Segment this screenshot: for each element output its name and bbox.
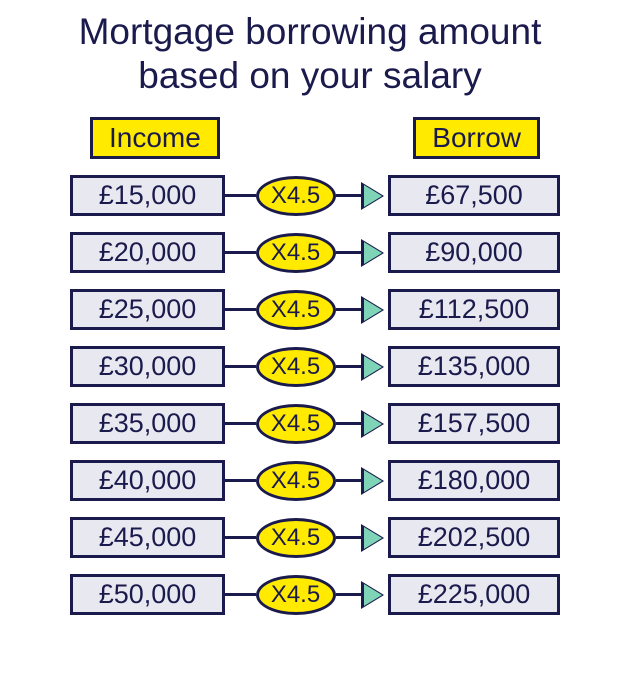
borrow-value: £112,500 — [388, 289, 560, 330]
income-value: £35,000 — [70, 403, 225, 444]
borrow-value: £180,000 — [388, 460, 560, 501]
arrow-right-icon — [364, 413, 382, 435]
arrow-right-icon — [364, 584, 382, 606]
connector: X4.5 — [225, 230, 388, 276]
connector: X4.5 — [225, 458, 388, 504]
connector: X4.5 — [225, 287, 388, 333]
arrow-right-icon — [364, 527, 382, 549]
income-value: £25,000 — [70, 289, 225, 330]
connector-line — [336, 365, 367, 368]
multiplier-badge: X4.5 — [256, 575, 336, 615]
connector: X4.5 — [225, 515, 388, 561]
column-headers: Income Borrow — [0, 117, 620, 159]
connector-line — [225, 593, 256, 596]
connector-line — [225, 308, 256, 311]
income-value: £45,000 — [70, 517, 225, 558]
connector: X4.5 — [225, 572, 388, 618]
data-row: £45,000 X4.5 £202,500 — [70, 515, 560, 561]
data-row: £15,000 X4.5 £67,500 — [70, 173, 560, 219]
income-value: £20,000 — [70, 232, 225, 273]
arrow-right-icon — [364, 356, 382, 378]
income-value: £50,000 — [70, 574, 225, 615]
data-row: £25,000 X4.5 £112,500 — [70, 287, 560, 333]
connector: X4.5 — [225, 344, 388, 390]
page-title: Mortgage borrowing amount based on your … — [0, 10, 620, 99]
data-row: £35,000 X4.5 £157,500 — [70, 401, 560, 447]
connector-line — [225, 479, 256, 482]
income-value: £40,000 — [70, 460, 225, 501]
borrow-value: £135,000 — [388, 346, 560, 387]
multiplier-badge: X4.5 — [256, 290, 336, 330]
income-value: £15,000 — [70, 175, 225, 216]
multiplier-badge: X4.5 — [256, 461, 336, 501]
connector-line — [336, 251, 367, 254]
income-header: Income — [90, 117, 220, 159]
arrow-right-icon — [364, 185, 382, 207]
multiplier-badge: X4.5 — [256, 176, 336, 216]
multiplier-badge: X4.5 — [256, 518, 336, 558]
connector-line — [336, 422, 367, 425]
connector-line — [336, 194, 367, 197]
arrow-right-icon — [364, 470, 382, 492]
data-rows: £15,000 X4.5 £67,500 £20,000 X4.5 £90,000 £25,… — [0, 173, 620, 618]
connector-line — [336, 479, 367, 482]
connector-line — [336, 593, 367, 596]
connector-line — [225, 422, 256, 425]
arrow-right-icon — [364, 299, 382, 321]
borrow-value: £157,500 — [388, 403, 560, 444]
title-line-2: based on your salary — [138, 55, 481, 96]
connector-line — [336, 308, 367, 311]
data-row: £50,000 X4.5 £225,000 — [70, 572, 560, 618]
infographic-container: Mortgage borrowing amount based on your … — [0, 0, 620, 618]
connector-line — [225, 194, 256, 197]
connector: X4.5 — [225, 401, 388, 447]
multiplier-badge: X4.5 — [256, 404, 336, 444]
title-line-1: Mortgage borrowing amount — [79, 11, 542, 52]
data-row: £40,000 X4.5 £180,000 — [70, 458, 560, 504]
borrow-header: Borrow — [413, 117, 540, 159]
arrow-right-icon — [364, 242, 382, 264]
borrow-value: £225,000 — [388, 574, 560, 615]
connector-line — [225, 365, 256, 368]
data-row: £20,000 X4.5 £90,000 — [70, 230, 560, 276]
multiplier-badge: X4.5 — [256, 233, 336, 273]
borrow-value: £67,500 — [388, 175, 560, 216]
multiplier-badge: X4.5 — [256, 347, 336, 387]
borrow-value: £90,000 — [388, 232, 560, 273]
data-row: £30,000 X4.5 £135,000 — [70, 344, 560, 390]
connector-line — [225, 536, 256, 539]
borrow-value: £202,500 — [388, 517, 560, 558]
income-value: £30,000 — [70, 346, 225, 387]
connector: X4.5 — [225, 173, 388, 219]
connector-line — [336, 536, 367, 539]
connector-line — [225, 251, 256, 254]
